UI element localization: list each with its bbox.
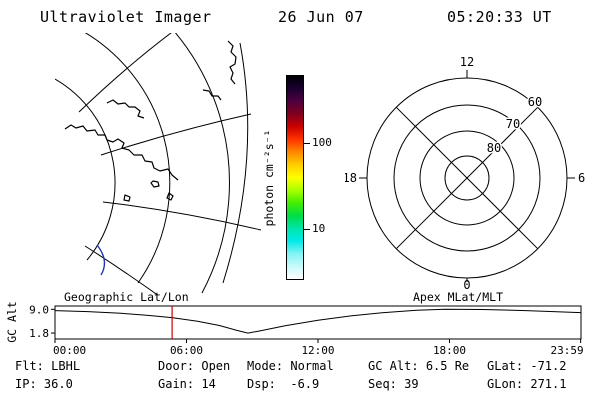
status-dsp: Dsp: -6.9 bbox=[247, 377, 319, 391]
timeline-y-axis-title: GC Alt bbox=[5, 301, 19, 343]
timeline-ytick-label: 1.8 bbox=[29, 327, 49, 340]
mlt-label-12: 12 bbox=[460, 55, 474, 69]
status-door-value: Open bbox=[201, 359, 231, 373]
status-glon-value: 271.1 bbox=[530, 377, 567, 391]
status-mode-label: Mode: bbox=[247, 359, 284, 373]
mlat-label-80: 80 bbox=[487, 141, 501, 155]
map-grid-lines bbox=[55, 33, 262, 295]
timeline-xtick-label: 00:00 bbox=[53, 344, 86, 357]
header-date: 26 Jun 07 bbox=[278, 8, 364, 26]
status-flt-label: Flt: bbox=[15, 359, 44, 373]
timeline-xtick-label: 06:00 bbox=[170, 344, 203, 357]
apex-panel-caption: Apex MLat/MLT bbox=[413, 290, 504, 304]
status-dsp-value: -6.9 bbox=[290, 377, 320, 391]
status-mode: Mode: Normal bbox=[247, 359, 334, 373]
header-time: 05:20:33 UT bbox=[447, 8, 552, 26]
geographic-map-panel bbox=[55, 33, 262, 295]
mlt-label-6: 6 bbox=[578, 171, 585, 185]
image-limb bbox=[222, 42, 249, 284]
colorbar-axis-label: photon cm⁻²s⁻¹ bbox=[262, 129, 276, 227]
gc-alt-curve bbox=[54, 308, 581, 334]
status-ip-label: IP: bbox=[15, 377, 37, 391]
status-ip: IP: 36.0 bbox=[15, 377, 73, 391]
status-gain-label: Gain: bbox=[158, 377, 195, 391]
status-glon-label: GLon: bbox=[487, 377, 524, 391]
status-gc-alt-label: GC Alt: bbox=[368, 359, 419, 373]
timeline-xtick-label: 23:59 bbox=[551, 344, 584, 357]
mlat-label-70: 70 bbox=[506, 117, 520, 131]
status-ip-value: 36.0 bbox=[43, 377, 73, 391]
status-dsp-label: Dsp: bbox=[247, 377, 276, 391]
status-door: Door: Open bbox=[158, 359, 230, 373]
status-flt: Flt: LBHL bbox=[15, 359, 80, 373]
status-gc-alt-value: 6.5 Re bbox=[425, 359, 470, 373]
status-flt-value: LBHL bbox=[51, 359, 81, 373]
colorbar-tick-label: 100 bbox=[312, 136, 332, 149]
status-gc-alt: GC Alt: 6.5 Re bbox=[368, 359, 469, 373]
status-mode-value: Normal bbox=[290, 359, 334, 373]
status-door-label: Door: bbox=[158, 359, 195, 373]
mlt-label-18: 18 bbox=[345, 171, 357, 185]
status-glon: GLon: 271.1 bbox=[487, 377, 566, 391]
colorbar-tick bbox=[304, 143, 310, 144]
status-glat-value: -71.2 bbox=[530, 359, 567, 373]
status-gain-value: 14 bbox=[201, 377, 216, 391]
timeline-xtick-label: 12:00 bbox=[301, 344, 334, 357]
colorbar-tick bbox=[304, 229, 310, 230]
page-title: Ultraviolet Imager bbox=[40, 8, 212, 26]
mlat-label-60: 60 bbox=[528, 95, 542, 109]
polar-grid bbox=[359, 70, 575, 282]
timeline-chart: 9.0 1.8 00:00 06:00 12:00 18:00 23:59 bbox=[29, 303, 584, 357]
timeline-axes-box bbox=[54, 305, 582, 340]
coastlines bbox=[64, 40, 237, 202]
status-gain: Gain: 14 bbox=[158, 377, 216, 391]
status-glat-label: GLat: bbox=[487, 359, 524, 373]
timeline-ytick-label: 9.0 bbox=[29, 303, 49, 316]
terminator-arc bbox=[96, 244, 106, 276]
geo-panel-caption: Geographic Lat/Lon bbox=[64, 290, 189, 304]
mlt-label-0: 0 bbox=[463, 278, 470, 292]
colorbar bbox=[286, 75, 304, 280]
status-glat: GLat: -71.2 bbox=[487, 359, 566, 373]
colorbar-tick-label: 10 bbox=[312, 222, 326, 235]
apex-polar-plot: 12 18 6 0 60 70 80 bbox=[345, 55, 585, 292]
status-seq-label: Seq: bbox=[368, 377, 397, 391]
status-seq-value: 39 bbox=[404, 377, 419, 391]
status-seq: Seq: 39 bbox=[368, 377, 419, 391]
timeline-xtick-label: 18:00 bbox=[433, 344, 466, 357]
